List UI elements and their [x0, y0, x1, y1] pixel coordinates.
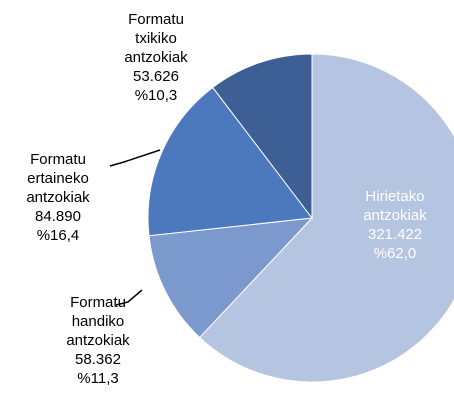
value-label: 58.362: [75, 351, 121, 368]
slice-label: Formatu handiko antzokiak 58.362 %11,3: [40, 293, 156, 388]
percent-label: %11,3: [77, 370, 119, 387]
category-label: Formatu txikiko antzokiak: [124, 11, 188, 66]
value-label: 53.626: [133, 68, 179, 85]
pie-slice: [198, 53, 454, 383]
slice-label: Formatu ertaineko antzokiak 84.890 %16,4: [0, 150, 116, 245]
pie-slice: [148, 217, 314, 339]
leader-line: [115, 289, 143, 306]
percent-label: %16,4: [36, 227, 80, 244]
value-label: 321.422: [367, 226, 423, 243]
category-label: Formatu ertaineko antzokiak: [26, 151, 90, 206]
category-label: Hirietako antzokiak: [363, 188, 427, 224]
slice-label: Formatu txikiko antzokiak 53.626 %10,3: [98, 10, 214, 105]
leader-line: [109, 149, 161, 167]
category-label: Formatu handiko antzokiak: [66, 294, 130, 349]
percent-label: %10,3: [134, 87, 178, 104]
value-label: 84.890: [35, 208, 81, 225]
percent-label: %62,0: [373, 245, 417, 262]
slice-label: Hirietako antzokiak 321.422 %62,0: [335, 187, 454, 263]
pie-slice: [147, 86, 313, 237]
pie-slice: [212, 53, 313, 220]
